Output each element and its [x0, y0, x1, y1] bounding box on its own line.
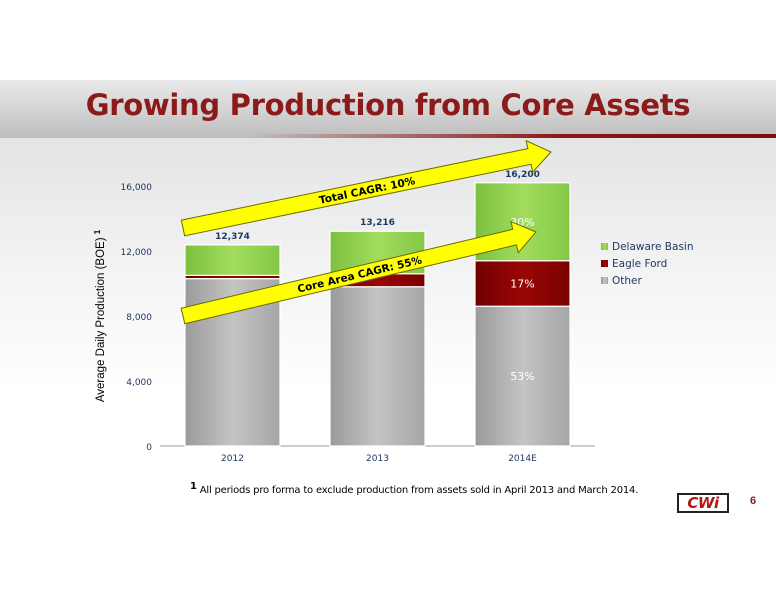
- footnote-text: All periods pro forma to exclude product…: [199, 485, 639, 496]
- bar-eagle-ford-2014e: [474, 260, 571, 307]
- bar-other-2013: [329, 286, 426, 447]
- legend-swatch-delaware-basin: [601, 243, 608, 250]
- total-label-2012: 12,374: [215, 232, 250, 242]
- y-axis-label-superscript: 1: [93, 229, 102, 234]
- footnote-marker: 1: [190, 481, 197, 492]
- total-label-2014e: 16,200: [505, 170, 540, 180]
- y-tick-label: 4,000: [126, 378, 152, 388]
- y-tick-label: 12,000: [121, 248, 153, 258]
- x-tick-label-2013: 2013: [366, 454, 389, 464]
- legend-label-delaware-basin: Delaware Basin: [612, 241, 693, 253]
- y-tick-label: 8,000: [126, 313, 152, 323]
- legend-label-other: Other: [612, 275, 642, 287]
- y-tick-label: 0: [146, 443, 152, 453]
- title-band: [0, 80, 776, 138]
- page-number: 6: [750, 495, 757, 507]
- legend-swatch-other: [601, 277, 608, 284]
- y-axis-label-text: Average Daily Production (BOE): [95, 234, 107, 402]
- y-axis-label: Average Daily Production (BOE) 1: [93, 229, 107, 402]
- total-label-2013: 13,216: [360, 218, 395, 228]
- title-underline: [250, 134, 776, 138]
- footnote: 1 All periods pro forma to exclude produ…: [190, 481, 638, 496]
- x-tick-label-2014e: 2014E: [508, 454, 537, 464]
- bar-other-2014e: [474, 305, 571, 447]
- bar-delaware-basin-2012: [184, 244, 281, 276]
- total-cagr-arrow-shape: [180, 139, 552, 237]
- logo-text: CWi: [687, 494, 719, 512]
- legend-label-eagle-ford: Eagle Ford: [612, 258, 667, 270]
- segment-label-eagle-ford: 17%: [510, 278, 534, 291]
- segment-label-other: 53%: [510, 370, 534, 383]
- page-title: Growing Production from Core Assets: [85, 88, 691, 122]
- legend-swatch-eagle-ford: [601, 260, 608, 267]
- core-cagr-arrow-shape: [180, 220, 537, 325]
- y-tick-label: 16,000: [121, 183, 153, 193]
- company-logo: CWi: [677, 493, 729, 513]
- x-tick-label-2012: 2012: [221, 454, 244, 464]
